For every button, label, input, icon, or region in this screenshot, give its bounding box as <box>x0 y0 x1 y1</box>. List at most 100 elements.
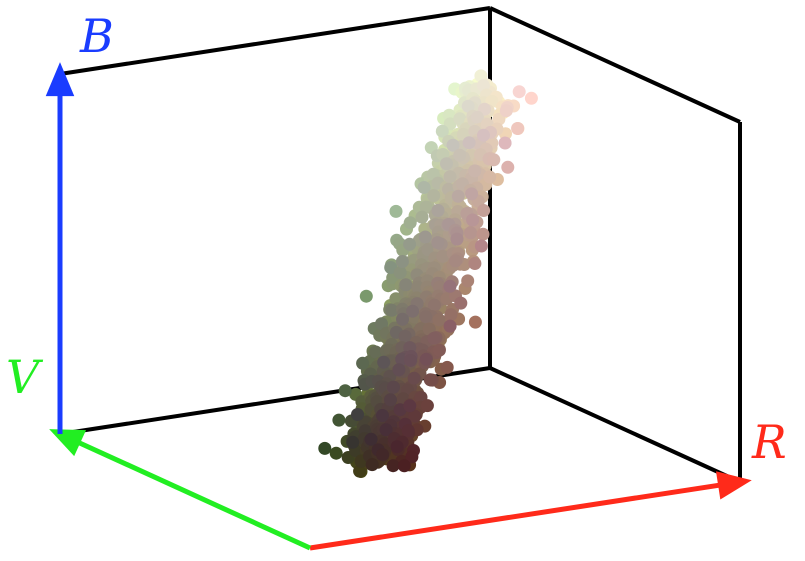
scatter-point <box>483 170 497 184</box>
scatter-point <box>396 312 409 326</box>
scatter-point <box>403 216 417 230</box>
scatter-point <box>474 239 488 253</box>
scatter-points <box>318 69 538 478</box>
scatter-point <box>385 303 399 317</box>
v-axis-arrowhead <box>49 429 87 457</box>
scatter-point <box>477 128 490 142</box>
scatter-point <box>351 408 364 421</box>
r-axis-line <box>309 482 721 551</box>
b-axis-label: B <box>79 9 114 63</box>
scatter-point <box>408 409 422 423</box>
r-axis-arrowhead <box>715 471 752 500</box>
box-edge <box>489 366 741 484</box>
scatter-point <box>359 289 373 303</box>
scatter-point <box>470 110 484 124</box>
scatter-point <box>376 409 389 422</box>
scatter-point <box>431 236 445 250</box>
scatter-point <box>451 189 465 203</box>
scatter-point <box>418 230 432 244</box>
scatter-point <box>443 319 457 333</box>
scatter-point <box>419 310 433 324</box>
color-axes: R V B <box>6 9 787 551</box>
scatter-point <box>432 313 446 327</box>
scatter-point <box>419 352 433 366</box>
scatter-point <box>417 181 431 194</box>
scatter-point <box>446 138 460 152</box>
scatter-point <box>444 308 458 322</box>
r-axis-label: R <box>751 415 787 469</box>
scatter-point <box>440 360 454 374</box>
scatter-point <box>376 448 390 462</box>
scatter-point <box>420 399 434 413</box>
scatter-point <box>464 226 478 240</box>
scatter-point <box>492 112 506 126</box>
scatter-point <box>468 164 482 178</box>
scatter-point <box>498 136 512 150</box>
scatter-point <box>432 343 446 357</box>
scatter-point <box>477 204 491 217</box>
scatter-point <box>332 413 346 427</box>
scatter-point <box>453 112 467 126</box>
scatter-point <box>405 450 419 464</box>
scatter-point <box>390 440 404 454</box>
scatter-point <box>428 298 441 312</box>
scatter-point <box>365 458 379 472</box>
scatter-point <box>356 356 370 370</box>
scatter-point <box>436 249 450 263</box>
scatter-point <box>524 91 538 105</box>
scatter-point <box>427 331 441 345</box>
scatter-point <box>392 363 406 377</box>
scatter-point <box>384 261 398 274</box>
scatter-point <box>415 210 429 224</box>
scatter-point <box>511 122 525 135</box>
scatter-point <box>501 160 515 174</box>
v-axis-line <box>77 440 312 551</box>
scatter-point <box>397 459 411 473</box>
scatter-point <box>453 148 467 162</box>
box-edge <box>59 6 491 76</box>
scatter-point <box>387 380 400 394</box>
scatter-point <box>329 446 343 460</box>
scatter-point <box>338 384 352 398</box>
scatter-point <box>318 441 332 455</box>
scatter-point <box>399 278 413 292</box>
box-edge <box>489 6 741 124</box>
scatter-point <box>404 353 417 367</box>
scatter-point <box>512 85 526 99</box>
scatter-point <box>389 204 403 218</box>
scatter-point <box>440 157 453 171</box>
scatter-point <box>419 200 433 214</box>
scatter-point <box>346 435 360 449</box>
scatter-point <box>364 432 378 446</box>
scatter-point <box>462 136 476 150</box>
scatter-point <box>375 317 388 331</box>
scatter-point <box>427 189 441 203</box>
scatter-point <box>476 227 490 241</box>
scatter-point <box>377 355 391 369</box>
scatter-point <box>406 304 420 318</box>
scatter-point <box>369 345 383 359</box>
scatter-point <box>401 424 415 438</box>
scatter-point <box>403 237 417 251</box>
scatter-point <box>424 373 438 387</box>
scatter-point <box>379 423 393 437</box>
scatter-point <box>449 254 463 268</box>
scatter-point <box>435 124 449 138</box>
scatter-point <box>384 393 397 407</box>
scatter-point <box>499 104 513 118</box>
scatter-point <box>395 255 409 268</box>
scatter-point <box>407 371 421 385</box>
scatter-point <box>403 399 417 413</box>
scatter-point <box>431 204 445 217</box>
scatter-point <box>465 187 479 201</box>
scatter-point <box>393 266 407 280</box>
scatter-point <box>468 315 482 329</box>
scatter-point <box>461 274 475 288</box>
scatter-point <box>353 464 367 478</box>
v-axis-label: V <box>6 350 44 404</box>
scatter-point <box>386 459 400 473</box>
scatter-point <box>468 257 482 270</box>
scatter-point <box>443 170 457 184</box>
scatter-point <box>487 153 501 167</box>
